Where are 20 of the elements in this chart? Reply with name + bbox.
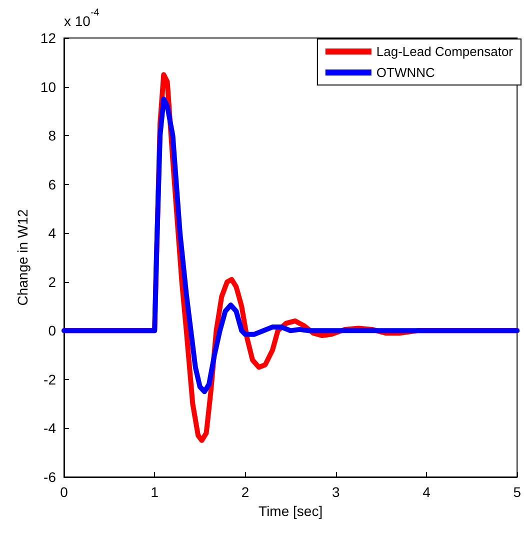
x-tick-label: 5 <box>513 484 522 500</box>
y-tick-label: -2 <box>44 371 56 388</box>
y-tick-label: 10 <box>40 78 56 95</box>
y-tick-label: 8 <box>48 128 56 144</box>
y-tick-label: -4 <box>44 420 56 436</box>
y-tick-label: 12 <box>40 30 56 46</box>
x-axis-title: Time [sec] <box>258 502 323 519</box>
y-tick-label: 4 <box>48 225 56 242</box>
legend-label: OTWNNC <box>376 65 435 80</box>
y-tick-label: -6 <box>44 469 56 485</box>
x-tick-label: 2 <box>241 484 250 500</box>
legend-label: Lag-Lead Compensator <box>376 44 514 59</box>
x-tick-label: 4 <box>422 484 431 500</box>
x-tick-label: 1 <box>150 484 159 500</box>
y-axis-title: Change in W12 <box>14 209 31 306</box>
y-tick-label: 6 <box>48 176 56 192</box>
y-tick-label: 0 <box>48 322 56 339</box>
x-tick-label: 3 <box>332 484 340 500</box>
y-tick-label: 2 <box>48 274 56 290</box>
x-tick-label: 0 <box>60 484 68 500</box>
